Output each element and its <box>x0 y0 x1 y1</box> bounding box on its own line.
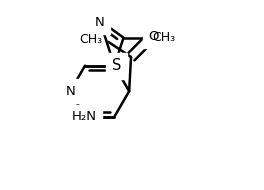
Text: O: O <box>149 30 159 43</box>
Text: H₂N: H₂N <box>72 110 97 123</box>
Text: N: N <box>65 85 75 98</box>
Text: CH₃: CH₃ <box>79 33 102 46</box>
Text: CH₃: CH₃ <box>152 31 175 44</box>
Text: S: S <box>112 58 121 73</box>
Text: N: N <box>95 16 105 29</box>
